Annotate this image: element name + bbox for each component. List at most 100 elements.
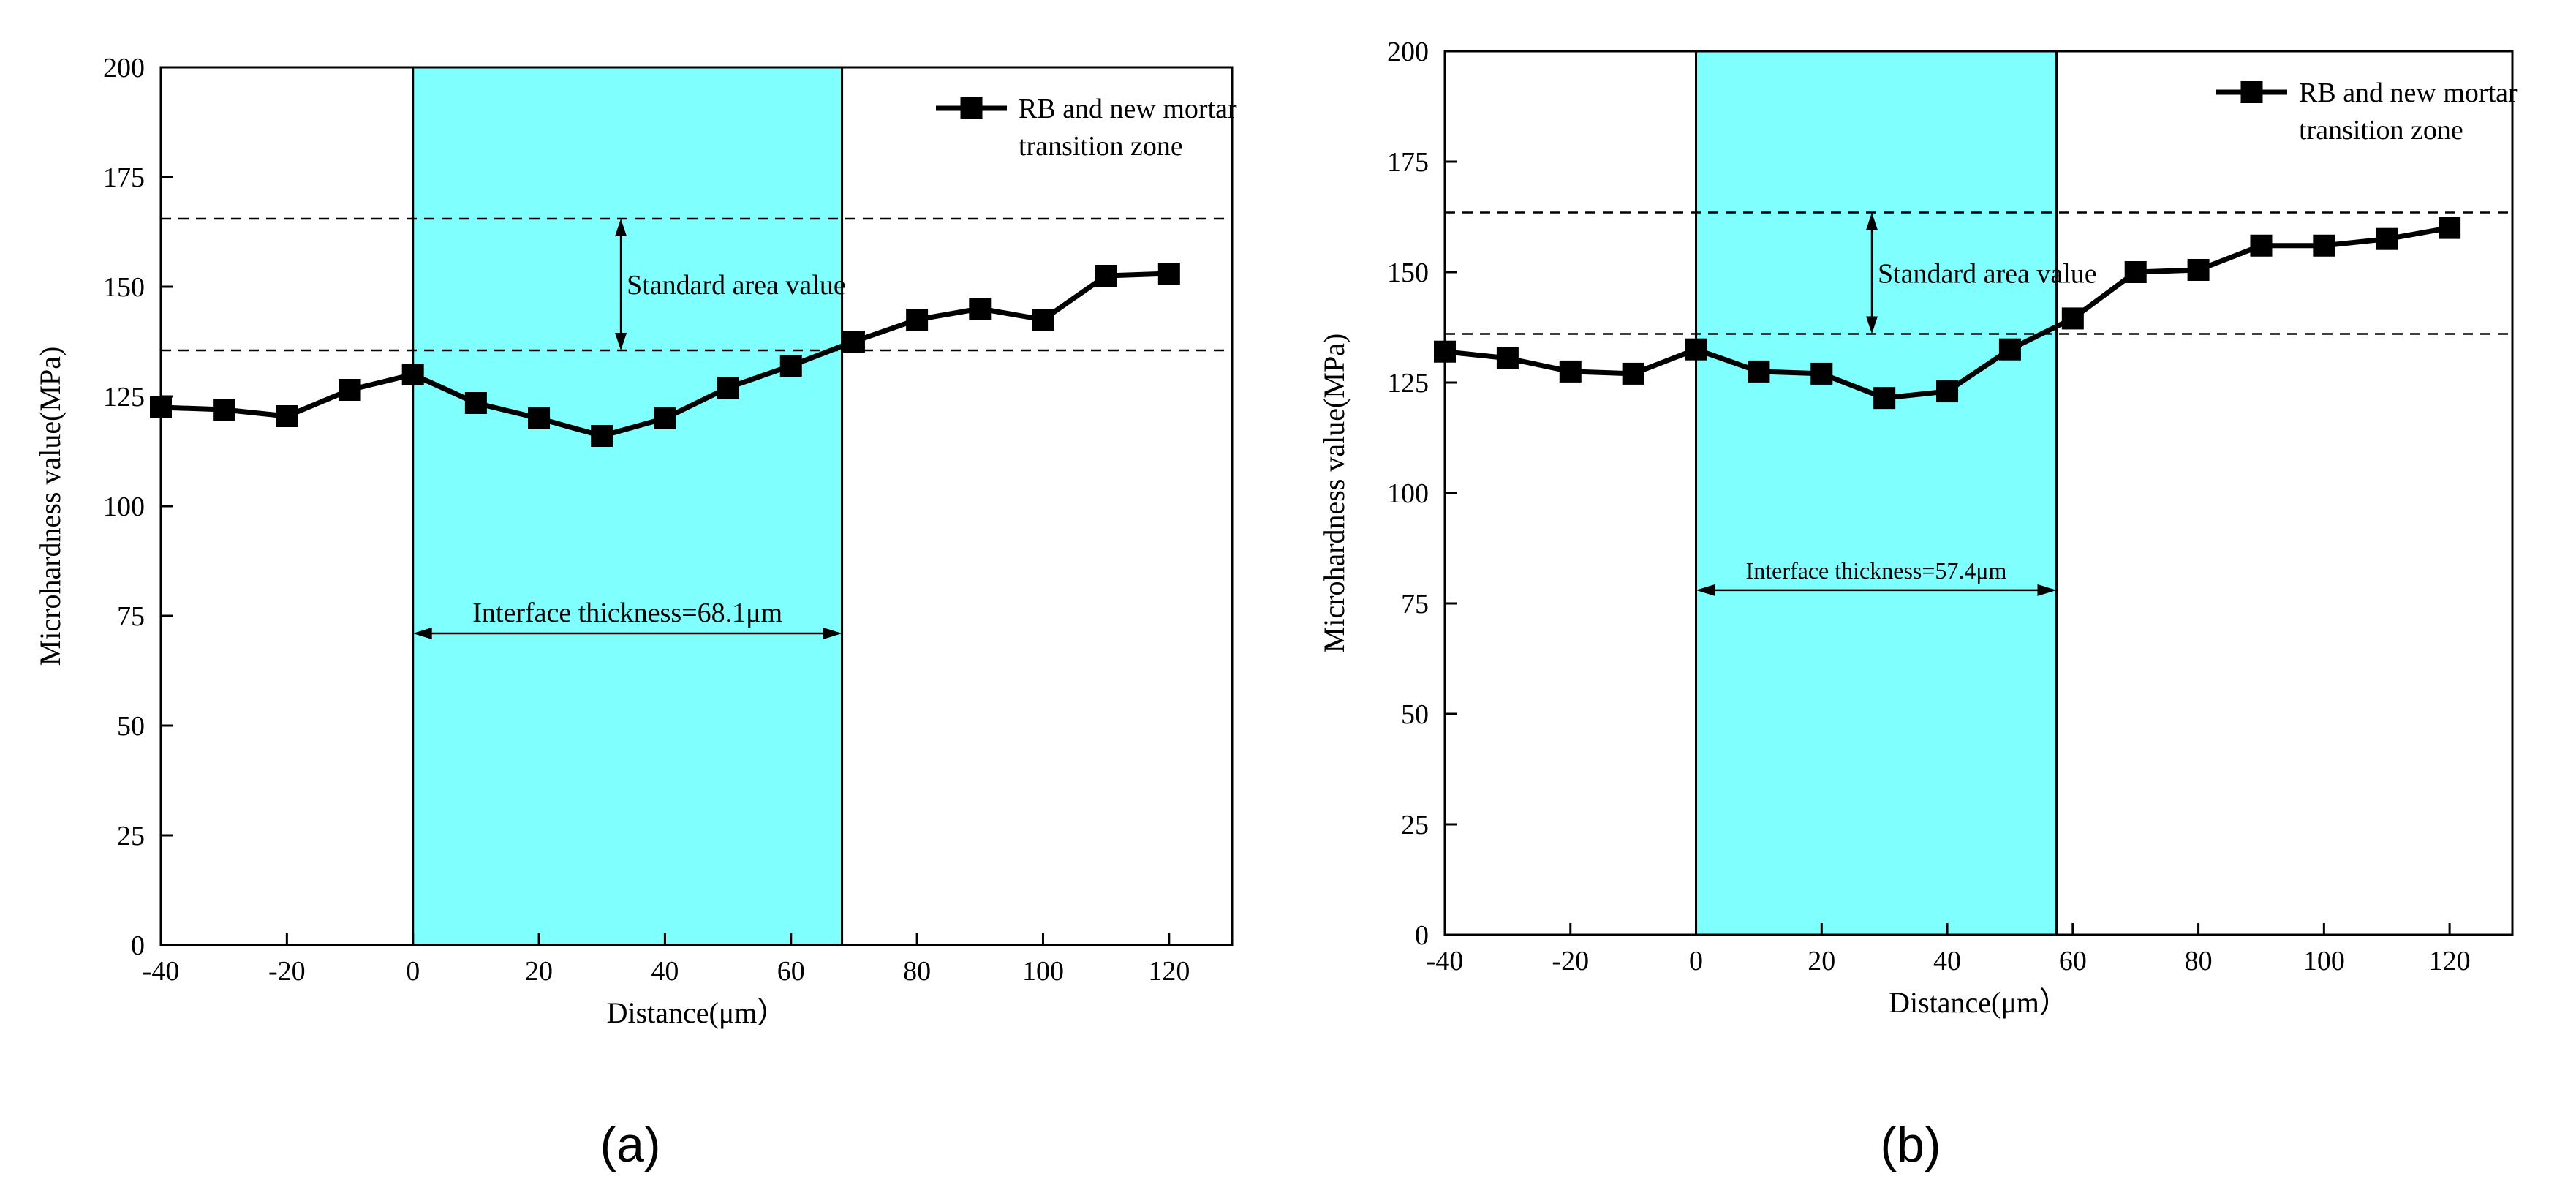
x-tick-label-a-5: 60	[777, 956, 805, 987]
panel-a: Standard area value Interface thickness=…	[34, 53, 1237, 1172]
data-point-a-10	[779, 355, 802, 377]
data-point-b-9	[1998, 338, 2021, 361]
y-tick-label-a-7: 175	[103, 162, 145, 193]
x-axis-title-a: Distance(μm）	[607, 996, 787, 1029]
data-point-a-16	[1157, 263, 1180, 285]
y-tick-label-b-5: 125	[1387, 368, 1429, 399]
series-markers-b	[1434, 217, 2461, 410]
data-point-b-12	[2187, 258, 2210, 281]
y-axis-title-a: Microhardness value(MPa)	[34, 347, 67, 666]
y-tick-label-b-0: 0	[1415, 920, 1429, 951]
y-tick-label-a-5: 125	[103, 382, 145, 413]
data-point-b-4	[1685, 338, 1707, 361]
data-point-b-5	[1748, 360, 1770, 383]
data-point-a-14	[1032, 309, 1054, 331]
y-tick-label-b-1: 25	[1401, 810, 1429, 840]
y-tick-label-a-3: 75	[117, 601, 145, 632]
x-tick-label-a-0: -40	[143, 956, 180, 987]
legend-b: RB and new mortar transition zone	[2216, 78, 2518, 146]
data-point-b-10	[2061, 307, 2084, 330]
standard-arrow-head-down-b	[1866, 316, 1878, 334]
data-point-b-16	[2439, 217, 2461, 239]
standard-area-label-a: Standard area value	[627, 270, 846, 301]
data-point-b-7	[1873, 387, 1896, 410]
interface-zone-b	[1695, 50, 2058, 936]
interface-zone-a	[412, 66, 844, 946]
legend-marker-b	[2240, 81, 2263, 103]
x-tick-label-a-6: 80	[903, 956, 931, 987]
x-tick-label-a-1: -20	[268, 956, 306, 987]
x-tick-label-b-6: 80	[2185, 946, 2213, 976]
thickness-arrow-head-right-b	[2037, 584, 2057, 596]
thickness-arrow-head-right-a	[823, 628, 842, 639]
x-tick-label-b-0: -40	[1427, 946, 1464, 976]
y-tick-label-a-4: 100	[103, 492, 145, 522]
x-tick-label-b-1: -20	[1552, 946, 1589, 976]
data-point-b-3	[1622, 362, 1644, 385]
data-point-a-11	[842, 331, 865, 353]
standard-arrow-head-up-b	[1866, 212, 1878, 230]
legend-label-line1-a: RB and new mortar	[1019, 94, 1237, 124]
x-tick-label-b-3: 20	[1808, 946, 1835, 976]
x-tick-label-a-2: 0	[406, 956, 420, 987]
y-tick-label-a-8: 200	[103, 53, 145, 83]
y-axis-title-b: Microhardness value(MPa)	[1318, 334, 1351, 653]
data-point-b-11	[2124, 261, 2147, 283]
data-point-b-14	[2313, 234, 2335, 257]
x-tick-label-a-4: 40	[651, 956, 679, 987]
data-point-b-1	[1496, 347, 1519, 369]
y-tick-label-b-3: 75	[1401, 589, 1429, 620]
axis-ticks-b: -40 -20 0 20 40 60 80 100 120 0 25 50 75 100 125 150 175…	[1387, 37, 2471, 976]
data-point-b-13	[2250, 234, 2273, 257]
panel-b: Standard area value Interface thickness=…	[1318, 37, 2518, 1172]
data-point-a-7	[591, 425, 613, 447]
y-tick-label-b-2: 50	[1401, 699, 1429, 730]
data-point-a-9	[717, 377, 739, 399]
x-tick-label-b-2: 0	[1689, 946, 1703, 976]
data-point-a-6	[528, 407, 551, 429]
y-tick-label-b-4: 100	[1387, 478, 1429, 509]
interface-thickness-label-a: Interface thickness=68.1μm	[472, 598, 782, 628]
y-tick-label-b-8: 200	[1387, 37, 1429, 67]
interface-thickness-label-b: Interface thickness=57.4μm	[1746, 557, 2007, 584]
standard-area-label-b: Standard area value	[1878, 259, 2097, 290]
x-tick-label-b-7: 100	[2303, 946, 2345, 976]
y-tick-label-a-0: 0	[131, 930, 145, 961]
data-point-a-3	[339, 379, 361, 401]
standard-arrow-head-up-a	[615, 219, 627, 236]
x-tick-label-b-4: 40	[1933, 946, 1961, 976]
data-point-a-2	[276, 405, 298, 427]
y-tick-label-a-2: 50	[117, 711, 145, 742]
legend-label-line1-b: RB and new mortar	[2299, 78, 2518, 108]
legend-marker-a	[960, 97, 983, 119]
thickness-arrow-head-left-b	[1696, 584, 1715, 596]
legend-label-line2-b: transition zone	[2299, 115, 2463, 146]
y-tick-label-a-6: 150	[103, 272, 145, 303]
data-point-b-8	[1936, 380, 1959, 403]
thickness-arrow-head-left-a	[412, 628, 432, 639]
legend-label-line2-a: transition zone	[1019, 131, 1183, 162]
data-point-b-15	[2376, 227, 2398, 250]
data-point-a-4	[401, 364, 424, 385]
x-axis-title-b: Distance(μm）	[1889, 986, 2069, 1019]
panel-label-a: (a)	[600, 1117, 660, 1172]
standard-arrow-head-down-a	[615, 333, 627, 350]
x-tick-label-a-3: 20	[525, 956, 553, 987]
data-point-b-2	[1559, 360, 1582, 383]
data-point-b-6	[1810, 362, 1833, 385]
axis-ticks-a: -40 -20 0 20 40 60 80 100 120 0 25 50 75 100 125 150 175…	[103, 53, 1190, 987]
x-tick-label-b-5: 60	[2059, 946, 2087, 976]
y-tick-label-a-1: 25	[117, 821, 145, 851]
y-tick-label-b-7: 175	[1387, 147, 1429, 178]
data-point-a-1	[213, 399, 235, 421]
x-tick-label-b-8: 120	[2429, 946, 2471, 976]
data-point-a-8	[654, 407, 676, 429]
x-tick-label-a-7: 100	[1022, 956, 1064, 987]
legend-a: RB and new mortar transition zone	[936, 94, 1237, 162]
x-tick-label-a-8: 120	[1148, 956, 1190, 987]
data-point-a-13	[969, 298, 992, 320]
data-point-a-5	[464, 392, 487, 414]
data-point-a-15	[1095, 265, 1117, 287]
data-point-a-12	[906, 309, 929, 331]
